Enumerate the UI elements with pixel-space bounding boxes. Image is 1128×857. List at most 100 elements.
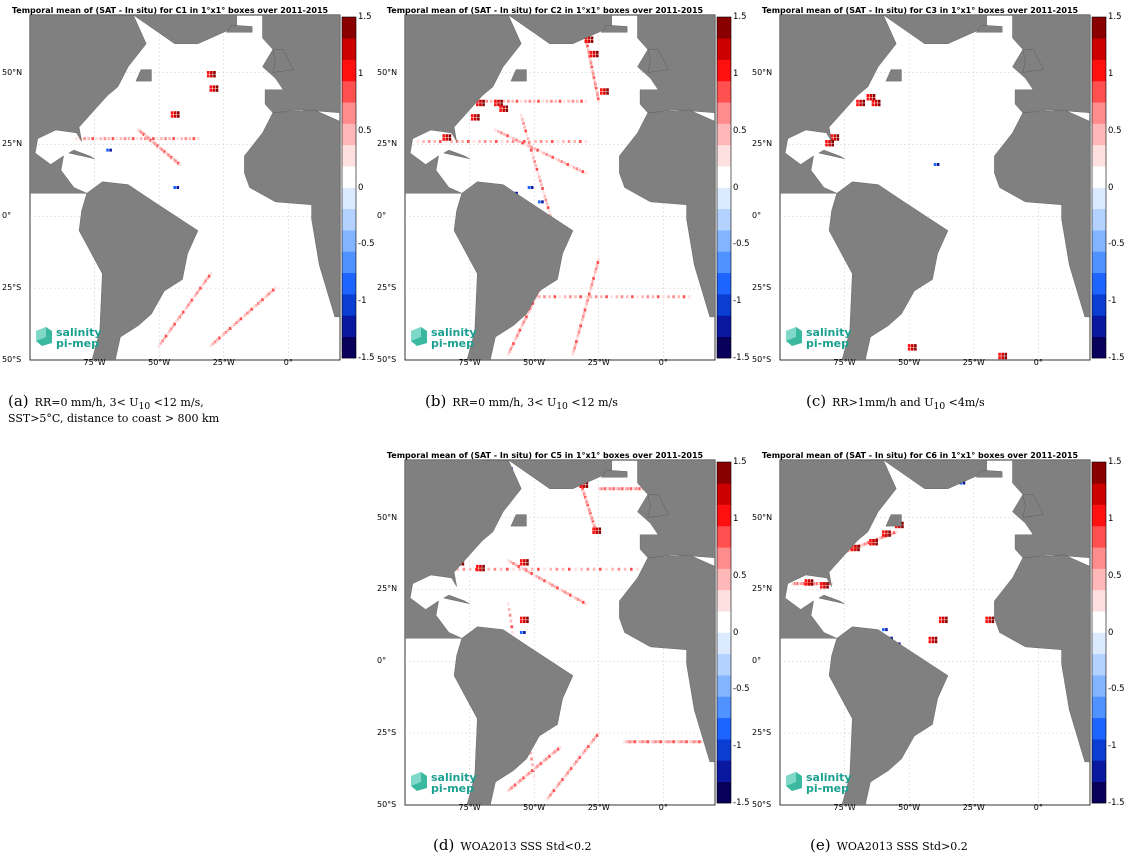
data-cell-high (885, 533, 888, 537)
data-cell (584, 171, 588, 175)
data-cell-high (836, 137, 840, 141)
lat-tick-label: 0° (377, 211, 387, 221)
data-cell (211, 342, 215, 346)
data-cell (190, 298, 194, 302)
data-cell (507, 789, 510, 793)
data-cell (161, 339, 164, 343)
data-cell (207, 274, 211, 278)
data-cell (194, 293, 197, 297)
data-cell (531, 763, 534, 767)
data-cell (659, 740, 663, 744)
land-africa (994, 109, 1090, 318)
data-cell (530, 757, 533, 761)
lat-tick-label: 50°N (2, 67, 23, 77)
data-cell (248, 309, 251, 313)
colorbar-segment (717, 272, 731, 295)
colorbar-segment (1092, 59, 1106, 82)
data-cell (617, 567, 621, 571)
colorbar-segment (1092, 123, 1106, 146)
data-cell-high (595, 527, 598, 531)
colorbar-tick-label: 1.5 (1108, 457, 1122, 467)
data-cell (462, 567, 466, 571)
lon-tick-label: 75°W (833, 803, 856, 812)
data-cell (628, 740, 632, 744)
data-cell (510, 625, 514, 629)
data-cell (164, 334, 168, 338)
data-cell (585, 501, 589, 505)
lon-tick-label: 50°W (523, 803, 546, 812)
data-cell (571, 99, 575, 103)
data-cell (500, 131, 503, 135)
data-cell (156, 144, 160, 148)
data-cell (574, 295, 577, 299)
data-cell (170, 156, 173, 160)
data-cell (548, 754, 551, 758)
data-cell (542, 190, 545, 194)
data-cell (556, 784, 559, 788)
data-cell (523, 125, 526, 129)
colorbar-segment (717, 59, 731, 82)
panel-a: Temporal mean of (SAT - In situ) for C1 … (0, 0, 375, 372)
data-cell (541, 186, 544, 190)
land-newfoundland (885, 514, 902, 527)
data-cell-high (869, 542, 872, 546)
data-cell (522, 121, 525, 125)
data-cell (580, 321, 583, 325)
data-cell (592, 523, 596, 527)
data-cell-high (210, 71, 213, 74)
data-cell (593, 78, 596, 82)
data-cell-high (875, 542, 878, 546)
data-cell-high (830, 134, 833, 138)
data-cell (416, 140, 420, 143)
data-cell (138, 129, 142, 133)
data-cell-high (931, 636, 935, 640)
data-cell (863, 542, 867, 546)
data-cell (539, 150, 542, 154)
data-cell (600, 295, 603, 299)
data-cell (549, 213, 552, 217)
data-cell (593, 273, 596, 277)
data-cell (612, 487, 616, 491)
data-cell (163, 150, 166, 154)
data-cell-high (931, 640, 935, 644)
data-cell (574, 596, 577, 600)
data-cell (450, 140, 453, 143)
panel-title: Temporal mean of (SAT - In situ) for C2 … (386, 6, 704, 15)
data-cell (515, 781, 519, 785)
data-cell-high (477, 114, 480, 118)
data-cell-high (888, 530, 891, 534)
land-greenland (107, 15, 237, 44)
data-cell (173, 158, 176, 162)
logo-line1: salinity (806, 771, 852, 784)
colorbar-tick-label: -1 (733, 741, 742, 752)
data-cell (149, 138, 153, 142)
colorbar-frame (1091, 461, 1107, 804)
colorbar-tick-label: 0.5 (1108, 125, 1122, 136)
data-cell (543, 567, 546, 571)
data-cell (155, 143, 158, 147)
data-cell (532, 767, 536, 771)
data-cell-high (519, 559, 523, 563)
land-europe (637, 460, 715, 558)
data-cell (146, 136, 150, 140)
data-cell (494, 128, 497, 132)
data-cell (527, 570, 531, 574)
data-cell (187, 303, 190, 307)
colorbar-segment (342, 144, 356, 167)
data-cell (605, 295, 608, 299)
data-cell-high (985, 616, 988, 620)
colorbar-segment (717, 483, 731, 505)
colorbar-segment (717, 17, 731, 39)
colorbar-segment (1092, 717, 1106, 740)
data-cell-high (523, 620, 526, 624)
data-cell (209, 344, 213, 348)
land-newfoundland (510, 514, 527, 527)
data-cell (894, 530, 898, 534)
colorbar-segment (1092, 653, 1106, 676)
data-cell (478, 140, 481, 143)
lat-tick-label: 50°S (377, 800, 397, 809)
data-cell (623, 740, 626, 744)
colorbar-segment (717, 568, 731, 591)
logo-mark-icon (36, 327, 52, 346)
data-cell (524, 142, 527, 146)
